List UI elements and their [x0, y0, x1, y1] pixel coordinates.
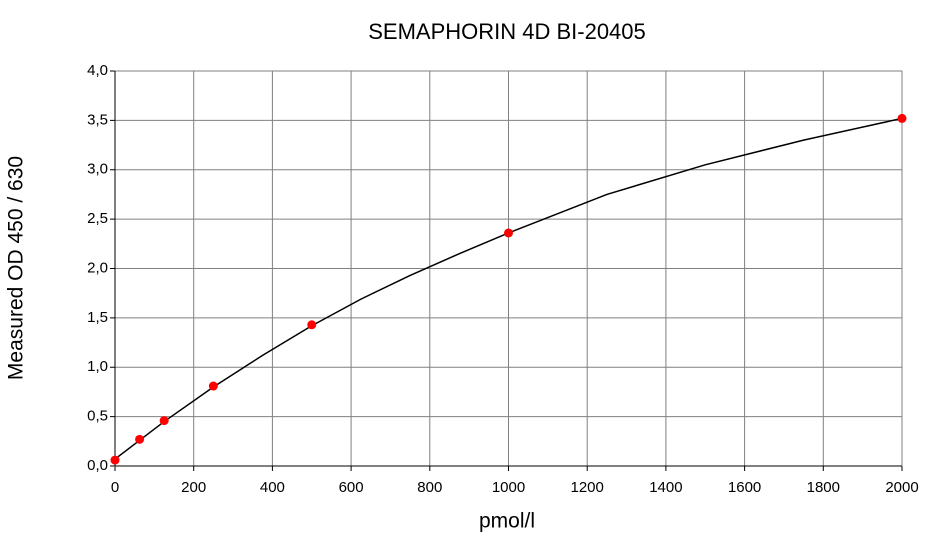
- data-point: [208, 381, 218, 391]
- y-tick-label: 3,5: [87, 111, 108, 128]
- y-tick-label: 2,5: [87, 210, 108, 227]
- data-point: [307, 320, 317, 330]
- y-axis-label: Measured OD 450 / 630: [5, 156, 28, 380]
- y-tick-label: 1,5: [87, 309, 108, 326]
- data-point: [110, 455, 120, 465]
- chart-title: SEMAPHORIN 4D BI-20405: [368, 19, 646, 44]
- y-tick-label: 3,0: [87, 161, 108, 178]
- x-tick-label: 1800: [807, 479, 840, 496]
- fit-curve: [114, 117, 903, 460]
- x-axis-label: pmol/l: [479, 510, 535, 533]
- x-tick-label: 200: [181, 479, 206, 496]
- x-tick-label: 600: [339, 479, 364, 496]
- data-point: [159, 416, 169, 426]
- data-point: [135, 434, 145, 444]
- y-tick-label: 1,0: [87, 358, 108, 375]
- x-tick-label: 1600: [728, 479, 761, 496]
- y-tick-label: 0,0: [87, 457, 108, 474]
- x-tick-label: 800: [417, 479, 442, 496]
- data-point: [897, 113, 907, 123]
- x-tick-label: 1200: [571, 479, 604, 496]
- x-tick-label: 1000: [492, 479, 525, 496]
- x-tick-label: 0: [111, 479, 119, 496]
- y-tick-label: 2,0: [87, 259, 108, 276]
- x-tick-label: 1400: [649, 479, 682, 496]
- x-tick-label: 400: [260, 479, 285, 496]
- y-tick-label: 0,5: [87, 408, 108, 425]
- x-tick-label: 2000: [885, 479, 918, 496]
- y-tick-label: 4,0: [87, 62, 108, 79]
- data-point: [504, 228, 513, 238]
